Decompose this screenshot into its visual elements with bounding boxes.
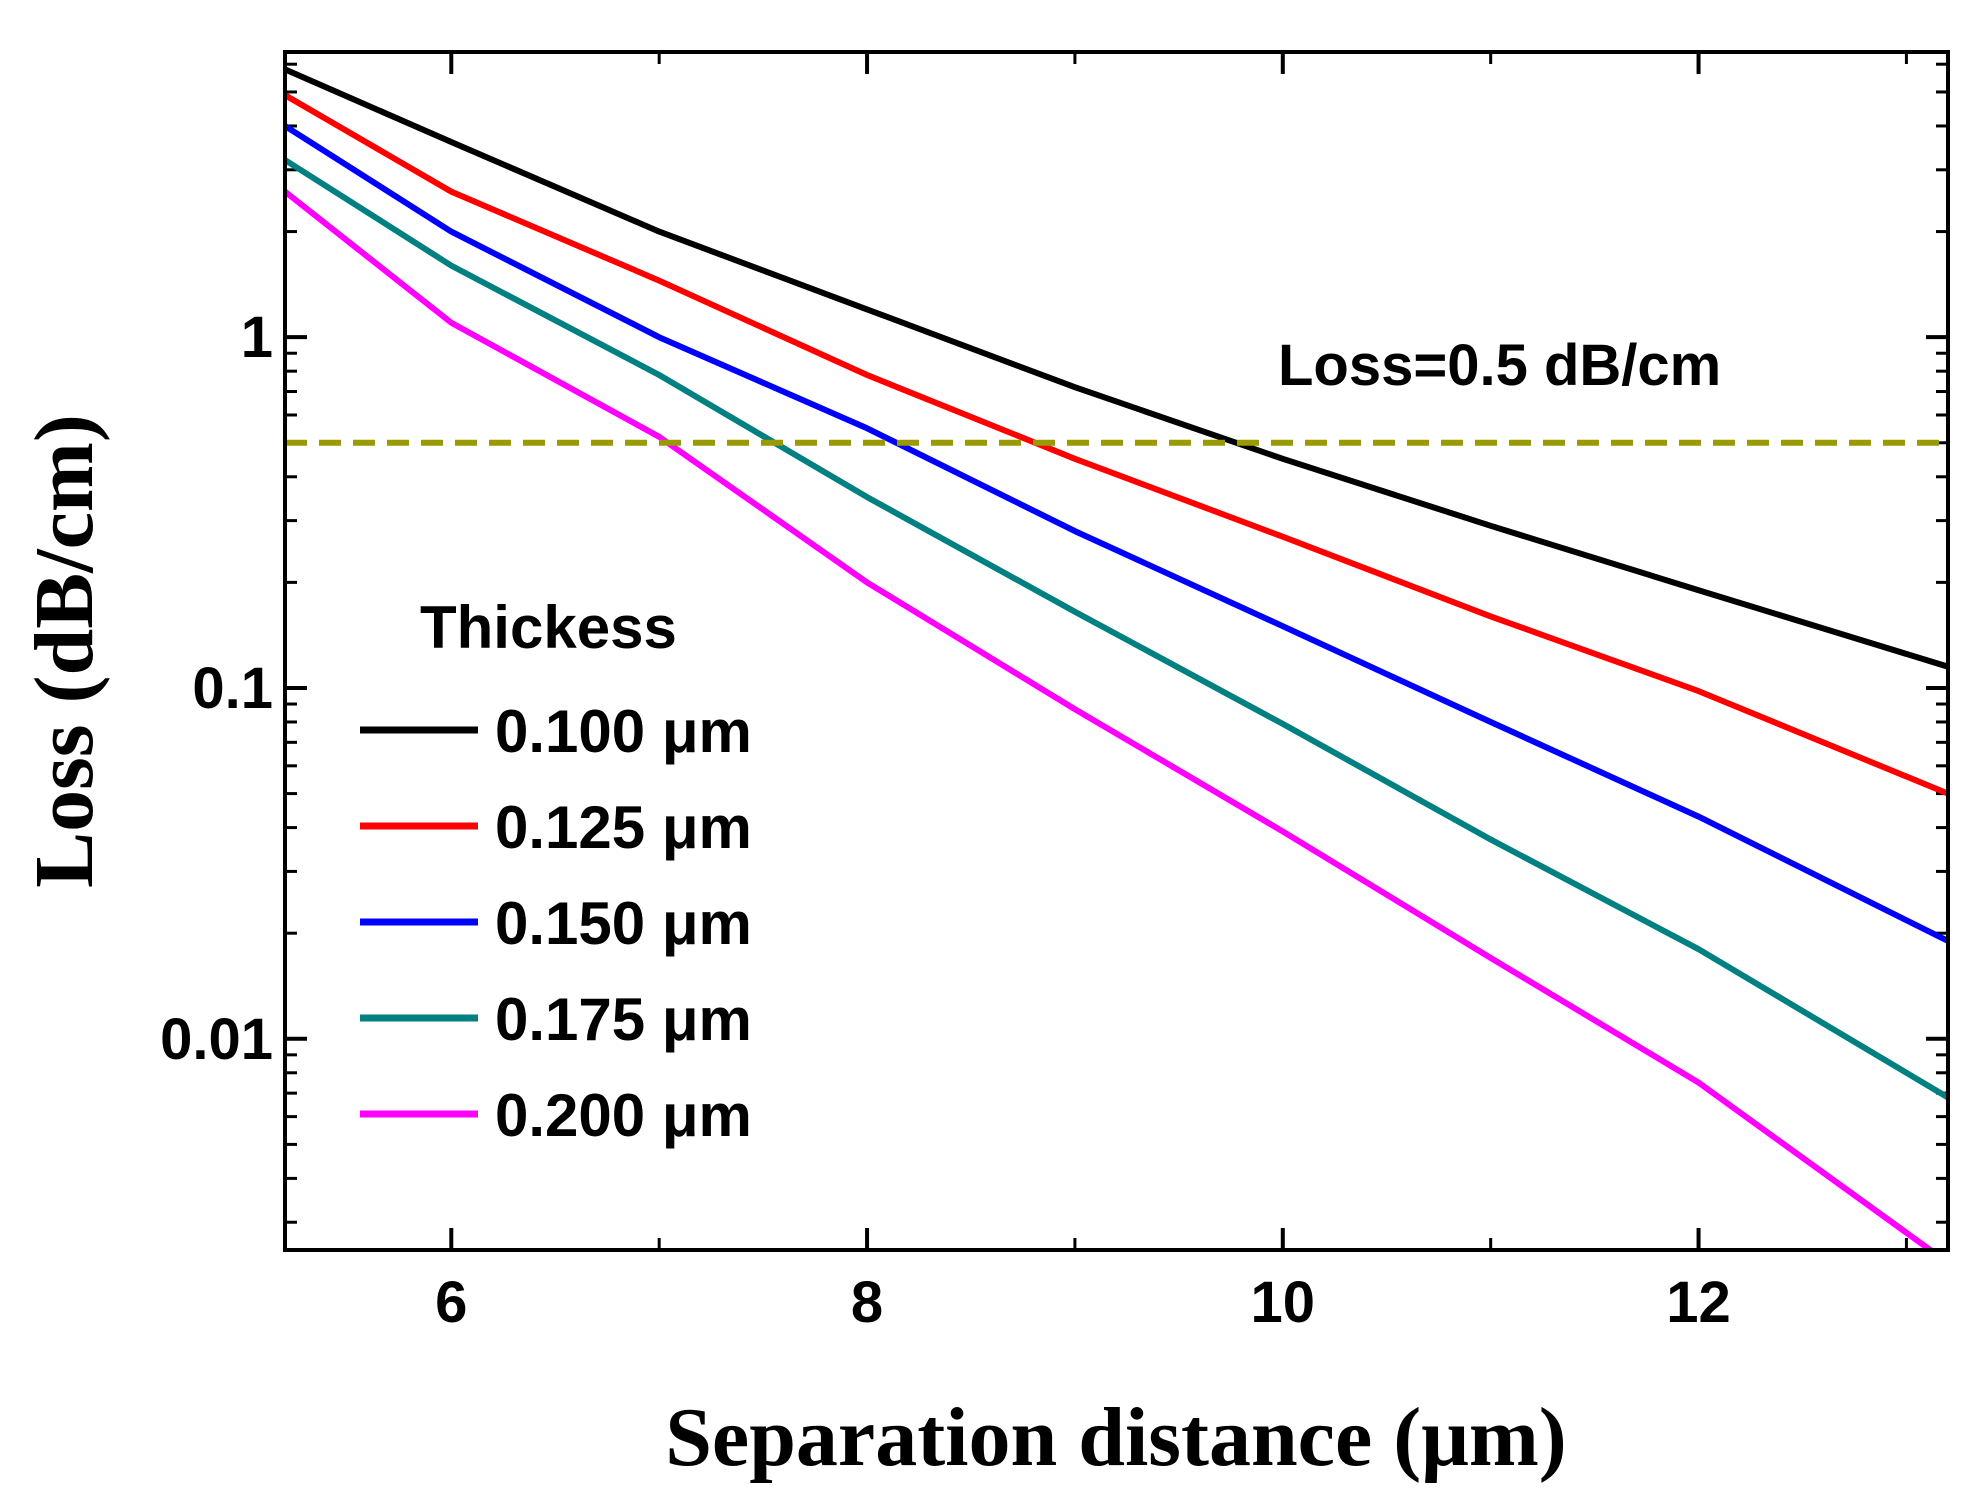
y-tick-label: 0.1 <box>192 656 273 721</box>
x-tick-label: 6 <box>435 1270 467 1335</box>
series-line-3 <box>285 123 1948 944</box>
series-line-5 <box>285 189 1936 1250</box>
legend-label-5: 0.200 μm <box>495 1082 752 1149</box>
legend-items: 0.100 μm 0.125 μm 0.150 μm 0.175 μm 0.200 μm <box>360 698 752 1149</box>
legend-label-1: 0.100 μm <box>495 698 752 765</box>
legend-label-2: 0.125 μm <box>495 794 752 861</box>
x-tick-label: 10 <box>1251 1270 1316 1335</box>
series-line-4 <box>285 157 1948 1101</box>
legend-title: Thickess <box>420 594 677 661</box>
x-tick-label: 8 <box>851 1270 883 1335</box>
x-tick-label: 12 <box>1666 1270 1731 1335</box>
plot-frame <box>283 50 1950 1252</box>
legend-label-3: 0.150 μm <box>495 890 752 957</box>
series-line-2 <box>285 92 1948 797</box>
y-tick-label: 1 <box>241 305 273 370</box>
series-line-1 <box>285 66 1948 670</box>
y-tick-label: 0.01 <box>160 1007 273 1072</box>
series-layer <box>285 66 1948 1250</box>
legend: Thickess 0.100 μm 0.125 μm 0.150 μm 0.175 μ… <box>360 594 752 1149</box>
legend-label-4: 0.175 μm <box>495 986 752 1053</box>
y-axis-title: Loss (dB/cm) <box>18 414 111 888</box>
tick-labels-layer: 6 8 10 12 0.01 0.1 1 <box>160 305 1731 1335</box>
reference-line-label: Loss=0.5 dB/cm <box>1278 333 1721 398</box>
x-axis-title: Separation distance (μm) <box>665 1391 1567 1484</box>
